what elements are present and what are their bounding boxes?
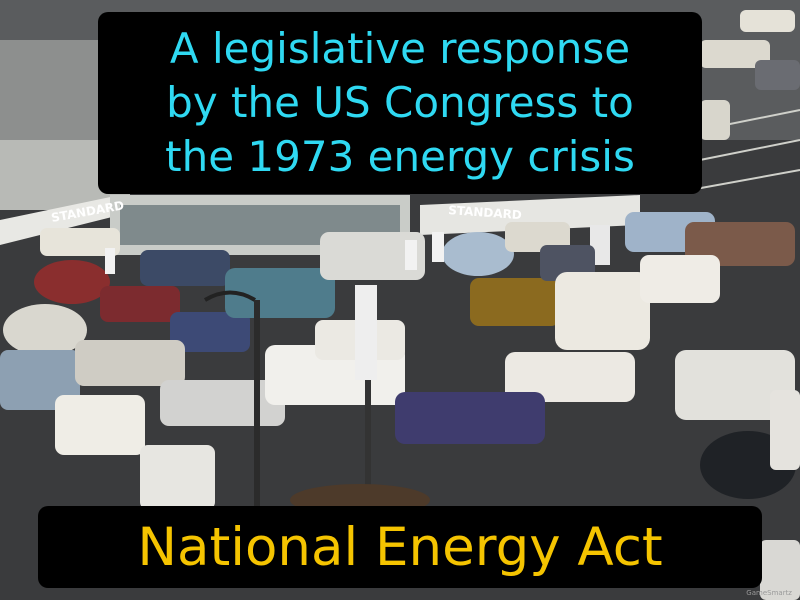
definition-text: A legislative response by the US Congres… [165, 24, 635, 181]
queued-cars [0, 212, 800, 600]
street-lamp [203, 290, 257, 302]
lamp-pole [254, 300, 260, 510]
parked-cars-top [700, 10, 800, 140]
fuel-pumps [105, 232, 444, 500]
canopy-right [420, 195, 640, 235]
canopy-left [0, 195, 120, 245]
brand-watermark: GameSmartz [746, 589, 792, 597]
term-text: National Energy Act [137, 516, 663, 578]
definition-box: A legislative response by the US Congres… [98, 12, 702, 194]
station-sign-right: STANDARD [448, 203, 523, 222]
term-box: National Energy Act [38, 506, 762, 588]
